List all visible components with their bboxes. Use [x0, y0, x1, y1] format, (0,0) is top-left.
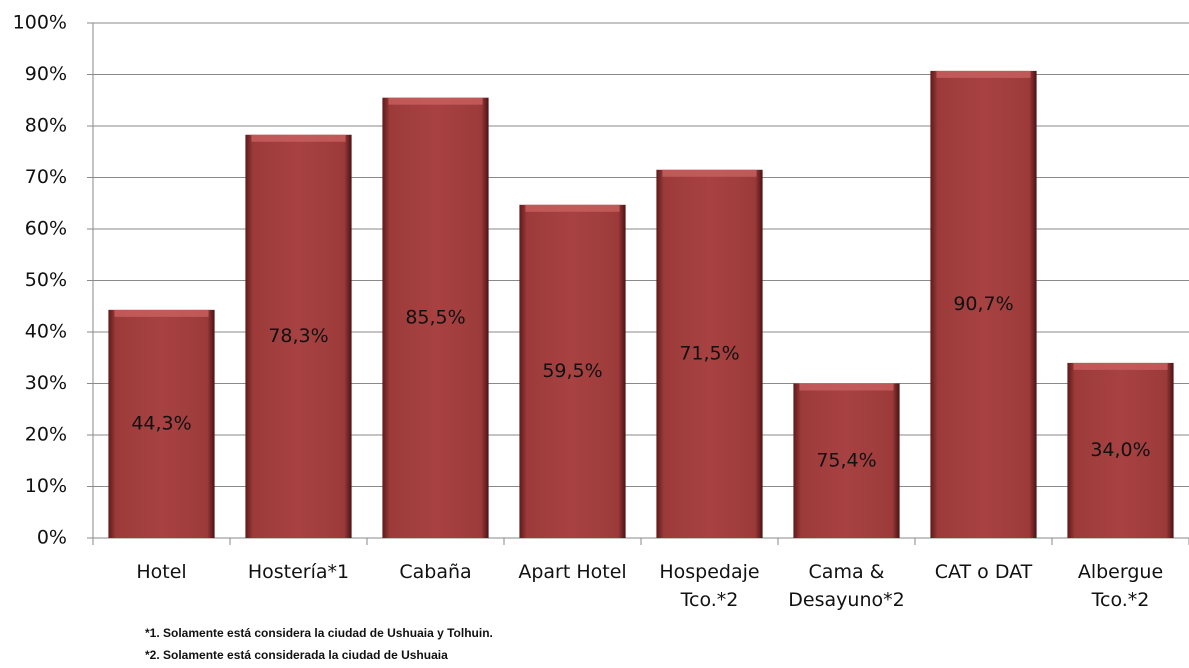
- y-tick-label: 20%: [25, 424, 67, 446]
- y-tick-label: 60%: [25, 218, 67, 240]
- y-tick-label: 30%: [25, 372, 67, 394]
- bar-bevel: [1073, 362, 1168, 370]
- bar-annotation: 78,3%: [268, 325, 328, 347]
- x-tick-label: Albergue Tco.*2: [1077, 561, 1164, 611]
- bar-bevel: [114, 309, 209, 317]
- bar-annotation: 90,7%: [953, 293, 1013, 315]
- bar-bevel: [662, 169, 757, 177]
- bar: [656, 169, 763, 538]
- x-tick-label: Hospedaje Tco.*2: [659, 561, 760, 611]
- x-tick-label: Hostería*1: [247, 561, 350, 583]
- bar-bevel: [799, 383, 894, 391]
- bar-bevel: [251, 134, 346, 142]
- bar-annotation: 71,5%: [679, 342, 739, 364]
- x-tick-label: Apart Hotel: [518, 561, 627, 583]
- y-tick-label: 100%: [13, 12, 67, 34]
- bar-bevel: [525, 204, 620, 212]
- bar: [930, 70, 1037, 539]
- y-tick-label: 10%: [25, 475, 67, 497]
- y-tick-label: 0%: [37, 527, 67, 549]
- bar: [793, 383, 900, 538]
- bar-annotation: 75,4%: [816, 449, 876, 471]
- y-tick-label: 70%: [25, 166, 67, 188]
- x-tick-label: Hotel: [136, 561, 187, 583]
- y-tick-label: 50%: [25, 269, 67, 291]
- x-tick-label: Cama & Desayuno*2: [788, 561, 905, 611]
- bar-annotation: 34,0%: [1090, 439, 1150, 461]
- footnote: *1. Solamente está considera la ciudad d…: [145, 626, 493, 640]
- y-tick-label: 40%: [25, 321, 67, 343]
- bar: [245, 134, 352, 538]
- bar: [1067, 362, 1174, 538]
- bar: [519, 204, 626, 539]
- y-tick-label: 90%: [25, 63, 67, 85]
- bar-annotation: 85,5%: [405, 306, 465, 328]
- x-tick-label: CAT o DAT: [934, 561, 1033, 583]
- footnote: *2. Solamente está considerada la ciudad…: [145, 648, 448, 662]
- bar-bevel: [936, 70, 1031, 78]
- x-tick-label: Cabaña: [399, 561, 472, 583]
- y-tick-label: 80%: [25, 115, 67, 137]
- bar-annotation: 59,5%: [542, 360, 602, 382]
- bar-bevel: [388, 97, 483, 105]
- bar-annotation: 44,3%: [131, 412, 191, 434]
- bar: [108, 309, 215, 538]
- bar: [382, 97, 489, 539]
